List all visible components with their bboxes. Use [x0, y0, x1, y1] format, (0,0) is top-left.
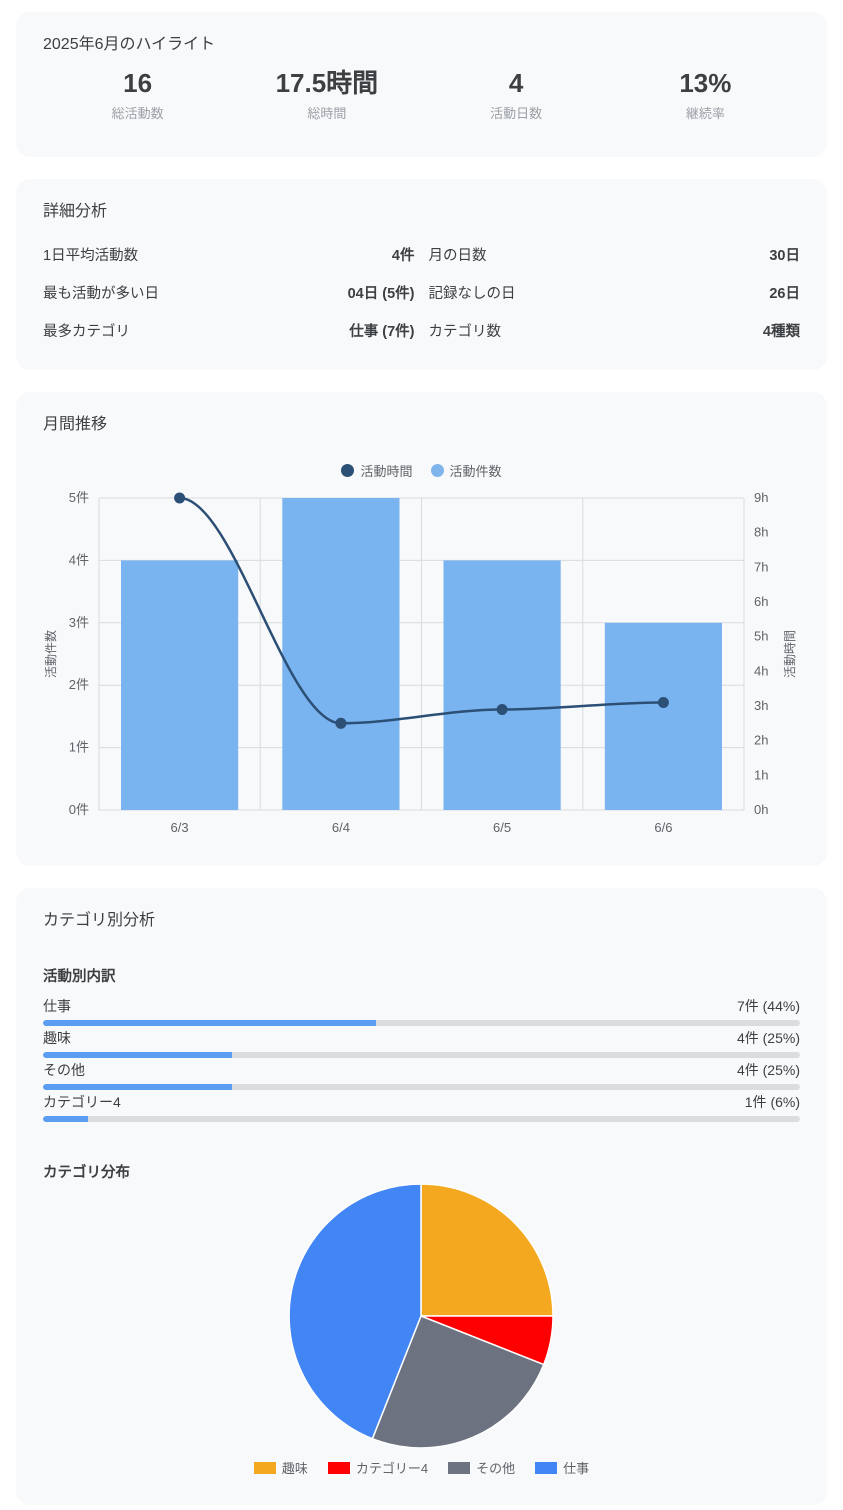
svg-text:6/3: 6/3	[171, 820, 189, 835]
svg-text:6/5: 6/5	[493, 820, 511, 835]
svg-text:0件: 0件	[69, 802, 89, 817]
svg-text:3件: 3件	[69, 615, 89, 630]
svg-text:1h: 1h	[754, 767, 768, 782]
svg-text:6/6: 6/6	[654, 820, 672, 835]
svg-text:4h: 4h	[754, 663, 768, 678]
svg-text:活動件数: 活動件数	[43, 630, 58, 678]
svg-text:2h: 2h	[754, 733, 768, 748]
svg-text:8h: 8h	[754, 525, 768, 540]
svg-text:1件: 1件	[69, 740, 89, 755]
svg-text:7h: 7h	[754, 559, 768, 574]
svg-text:4件: 4件	[69, 552, 89, 567]
svg-text:5件: 5件	[69, 490, 89, 505]
svg-text:2件: 2件	[69, 677, 89, 692]
svg-text:0h: 0h	[754, 802, 768, 817]
svg-text:活動時間: 活動時間	[783, 630, 797, 678]
svg-text:6/4: 6/4	[332, 820, 350, 835]
svg-text:3h: 3h	[754, 698, 768, 713]
svg-text:5h: 5h	[754, 629, 768, 644]
svg-text:9h: 9h	[754, 490, 768, 505]
svg-text:6h: 6h	[754, 594, 768, 609]
